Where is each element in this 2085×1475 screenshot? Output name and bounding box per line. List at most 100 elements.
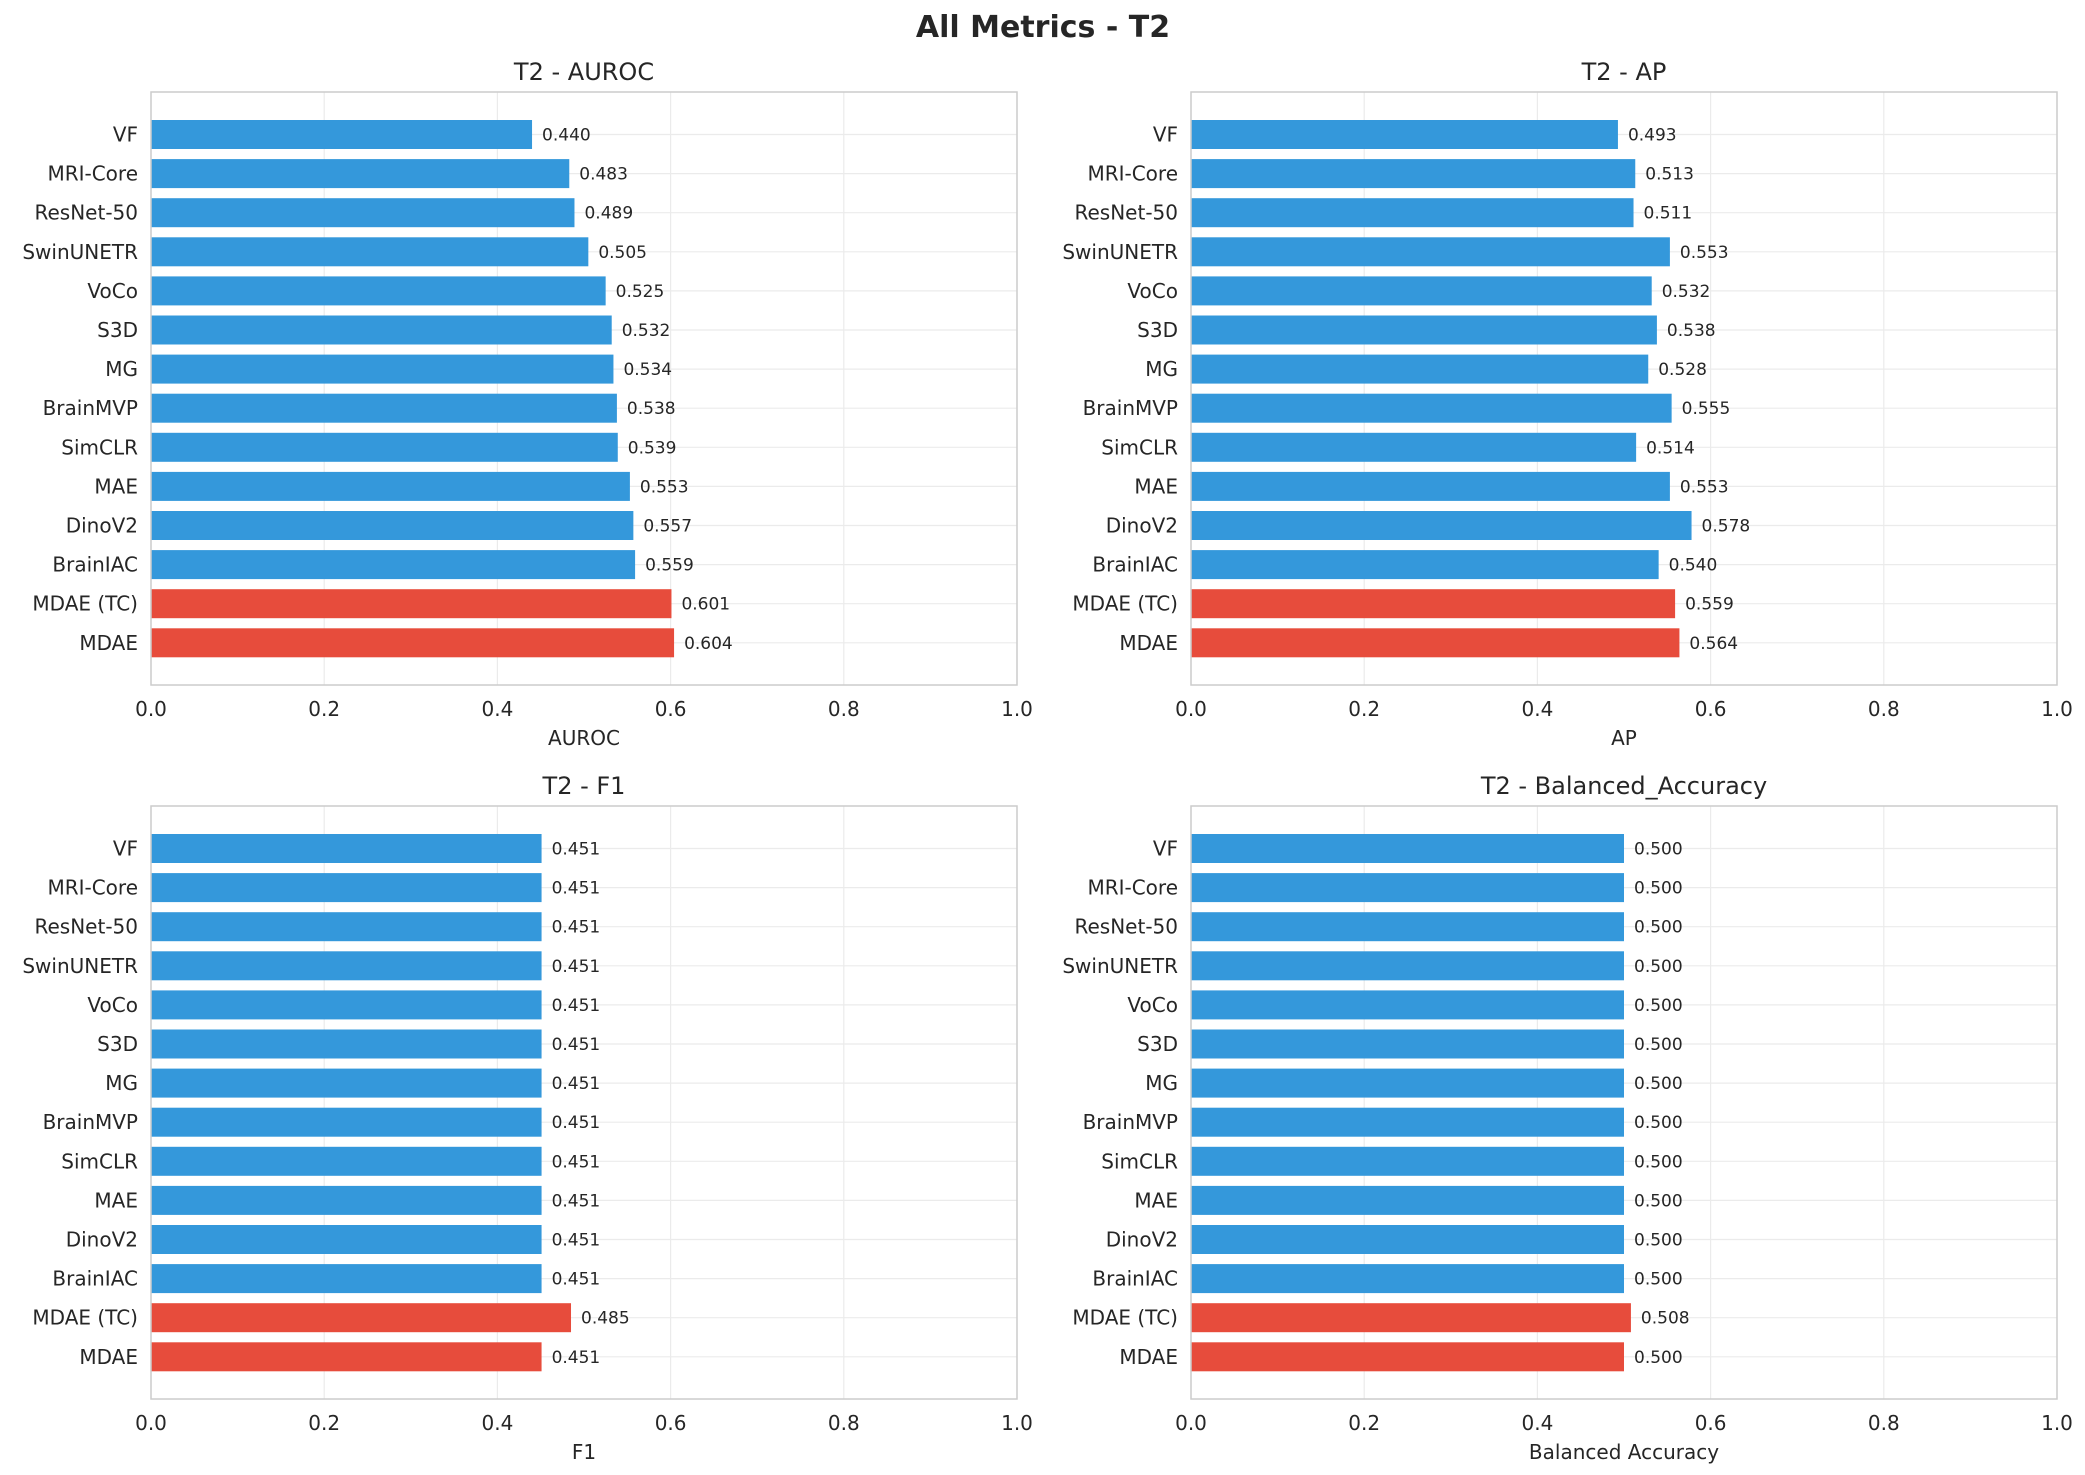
- bar: [151, 315, 612, 345]
- value-label: 0.451: [552, 1191, 601, 1211]
- bar: [151, 628, 675, 658]
- value-label: 0.564: [1689, 634, 1738, 654]
- bar: [1191, 1107, 1624, 1137]
- value-label: 0.511: [1644, 204, 1693, 224]
- bar: [151, 1185, 542, 1215]
- category-label: VoCo: [87, 993, 138, 1017]
- panel-title: T2 - AP: [1581, 58, 1667, 86]
- category-label: VoCo: [1127, 279, 1178, 303]
- bar: [151, 393, 617, 423]
- x-tick-label: 0.8: [1868, 697, 1900, 721]
- category-label: MRI-Core: [47, 876, 138, 900]
- axes-frame: [150, 805, 1018, 1400]
- value-label: 0.538: [1667, 321, 1716, 341]
- value-label: 0.508: [1641, 1309, 1690, 1329]
- bar: [1191, 354, 1649, 384]
- value-label: 0.493: [1628, 126, 1677, 146]
- category-label: BrainIAC: [52, 1267, 138, 1291]
- category-label: MDAE: [79, 631, 138, 655]
- x-tick-label: 0.6: [1695, 697, 1727, 721]
- x-tick-label: 0.2: [308, 697, 340, 721]
- value-label: 0.604: [684, 634, 733, 654]
- bar: [151, 276, 606, 306]
- x-tick-label: 0.4: [1521, 697, 1553, 721]
- chart-panel-2: VF 0.493 MRI-Core 0.513 ResNet-50 0.511 SwinUN…: [1062, 58, 2073, 750]
- category-label: MAE: [1134, 1188, 1178, 1212]
- category-label: MG: [1145, 357, 1178, 381]
- bar: [151, 511, 634, 540]
- value-label: 0.500: [1634, 1152, 1683, 1172]
- bar: [151, 1029, 542, 1059]
- category-label: SwinUNETR: [1062, 954, 1178, 978]
- category-label: S3D: [97, 318, 138, 342]
- bar: [1191, 432, 1637, 462]
- bar: [151, 1303, 572, 1333]
- bar: [151, 120, 533, 149]
- x-tick-label: 0.0: [135, 1411, 167, 1435]
- panel-title: T2 - F1: [542, 772, 626, 800]
- category-label: MRI-Core: [1087, 876, 1178, 900]
- bar: [1191, 1068, 1624, 1098]
- category-label: SimCLR: [1101, 1149, 1178, 1173]
- chart-panel-3: VF 0.451 MRI-Core 0.451 ResNet-50 0.451 SwinUN…: [22, 772, 1033, 1464]
- category-label: MRI-Core: [47, 162, 138, 186]
- value-label: 0.500: [1634, 957, 1683, 977]
- x-tick-label: 0.2: [1348, 697, 1380, 721]
- bar: [1191, 120, 1618, 149]
- value-label: 0.500: [1634, 1231, 1683, 1251]
- bar: [151, 471, 630, 501]
- bar: [151, 1342, 542, 1372]
- x-tick-label: 0.6: [655, 697, 687, 721]
- bar: [1191, 1342, 1624, 1372]
- bar: [151, 354, 614, 384]
- bar: [151, 198, 575, 228]
- category-label: S3D: [97, 1032, 138, 1056]
- value-label: 0.451: [552, 996, 601, 1016]
- x-tick-label: 0.8: [1868, 1411, 1900, 1435]
- bar: [151, 589, 672, 619]
- category-label: MDAE: [1119, 1345, 1178, 1369]
- category-label: DinoV2: [1106, 1228, 1178, 1252]
- category-label: MG: [105, 357, 138, 381]
- value-label: 0.500: [1634, 1113, 1683, 1133]
- category-label: SimCLR: [1101, 435, 1178, 459]
- x-tick-label: 1.0: [2041, 1411, 2073, 1435]
- bar: [1191, 990, 1624, 1020]
- category-label: MDAE: [79, 1345, 138, 1369]
- bar: [151, 873, 542, 903]
- value-label: 0.534: [623, 360, 672, 380]
- category-label: BrainMVP: [1083, 396, 1178, 420]
- value-label: 0.500: [1634, 996, 1683, 1016]
- chart-panels: VF 0.440 MRI-Core 0.483 ResNet-50 0.489 SwinUN…: [22, 58, 2073, 1464]
- bar: [151, 1146, 542, 1176]
- x-tick-label: 0.4: [481, 1411, 513, 1435]
- bar: [151, 1068, 542, 1098]
- bar: [1191, 951, 1624, 981]
- category-label: ResNet-50: [35, 915, 139, 939]
- x-tick-label: 0.0: [1175, 697, 1207, 721]
- value-label: 0.500: [1634, 918, 1683, 938]
- category-label: MDAE: [1119, 631, 1178, 655]
- value-label: 0.451: [552, 1035, 601, 1055]
- category-label: S3D: [1137, 1032, 1178, 1056]
- bar: [151, 912, 542, 942]
- value-label: 0.559: [645, 556, 694, 576]
- figure-title: All Metrics - T2: [916, 10, 1170, 45]
- bar: [1191, 834, 1624, 863]
- value-label: 0.440: [542, 126, 591, 146]
- category-label: BrainMVP: [43, 396, 138, 420]
- bar: [1191, 873, 1624, 903]
- value-label: 0.489: [584, 204, 633, 224]
- value-label: 0.532: [622, 321, 671, 341]
- value-label: 0.539: [628, 438, 677, 458]
- value-label: 0.500: [1634, 840, 1683, 860]
- value-label: 0.528: [1658, 360, 1707, 380]
- value-label: 0.451: [552, 957, 601, 977]
- category-label: VoCo: [1127, 993, 1178, 1017]
- value-label: 0.451: [552, 840, 601, 860]
- category-label: DinoV2: [66, 1228, 138, 1252]
- category-label: MDAE (TC): [32, 1306, 138, 1330]
- category-label: ResNet-50: [1075, 915, 1179, 939]
- panel-title: T2 - Balanced_Accuracy: [1480, 772, 1767, 800]
